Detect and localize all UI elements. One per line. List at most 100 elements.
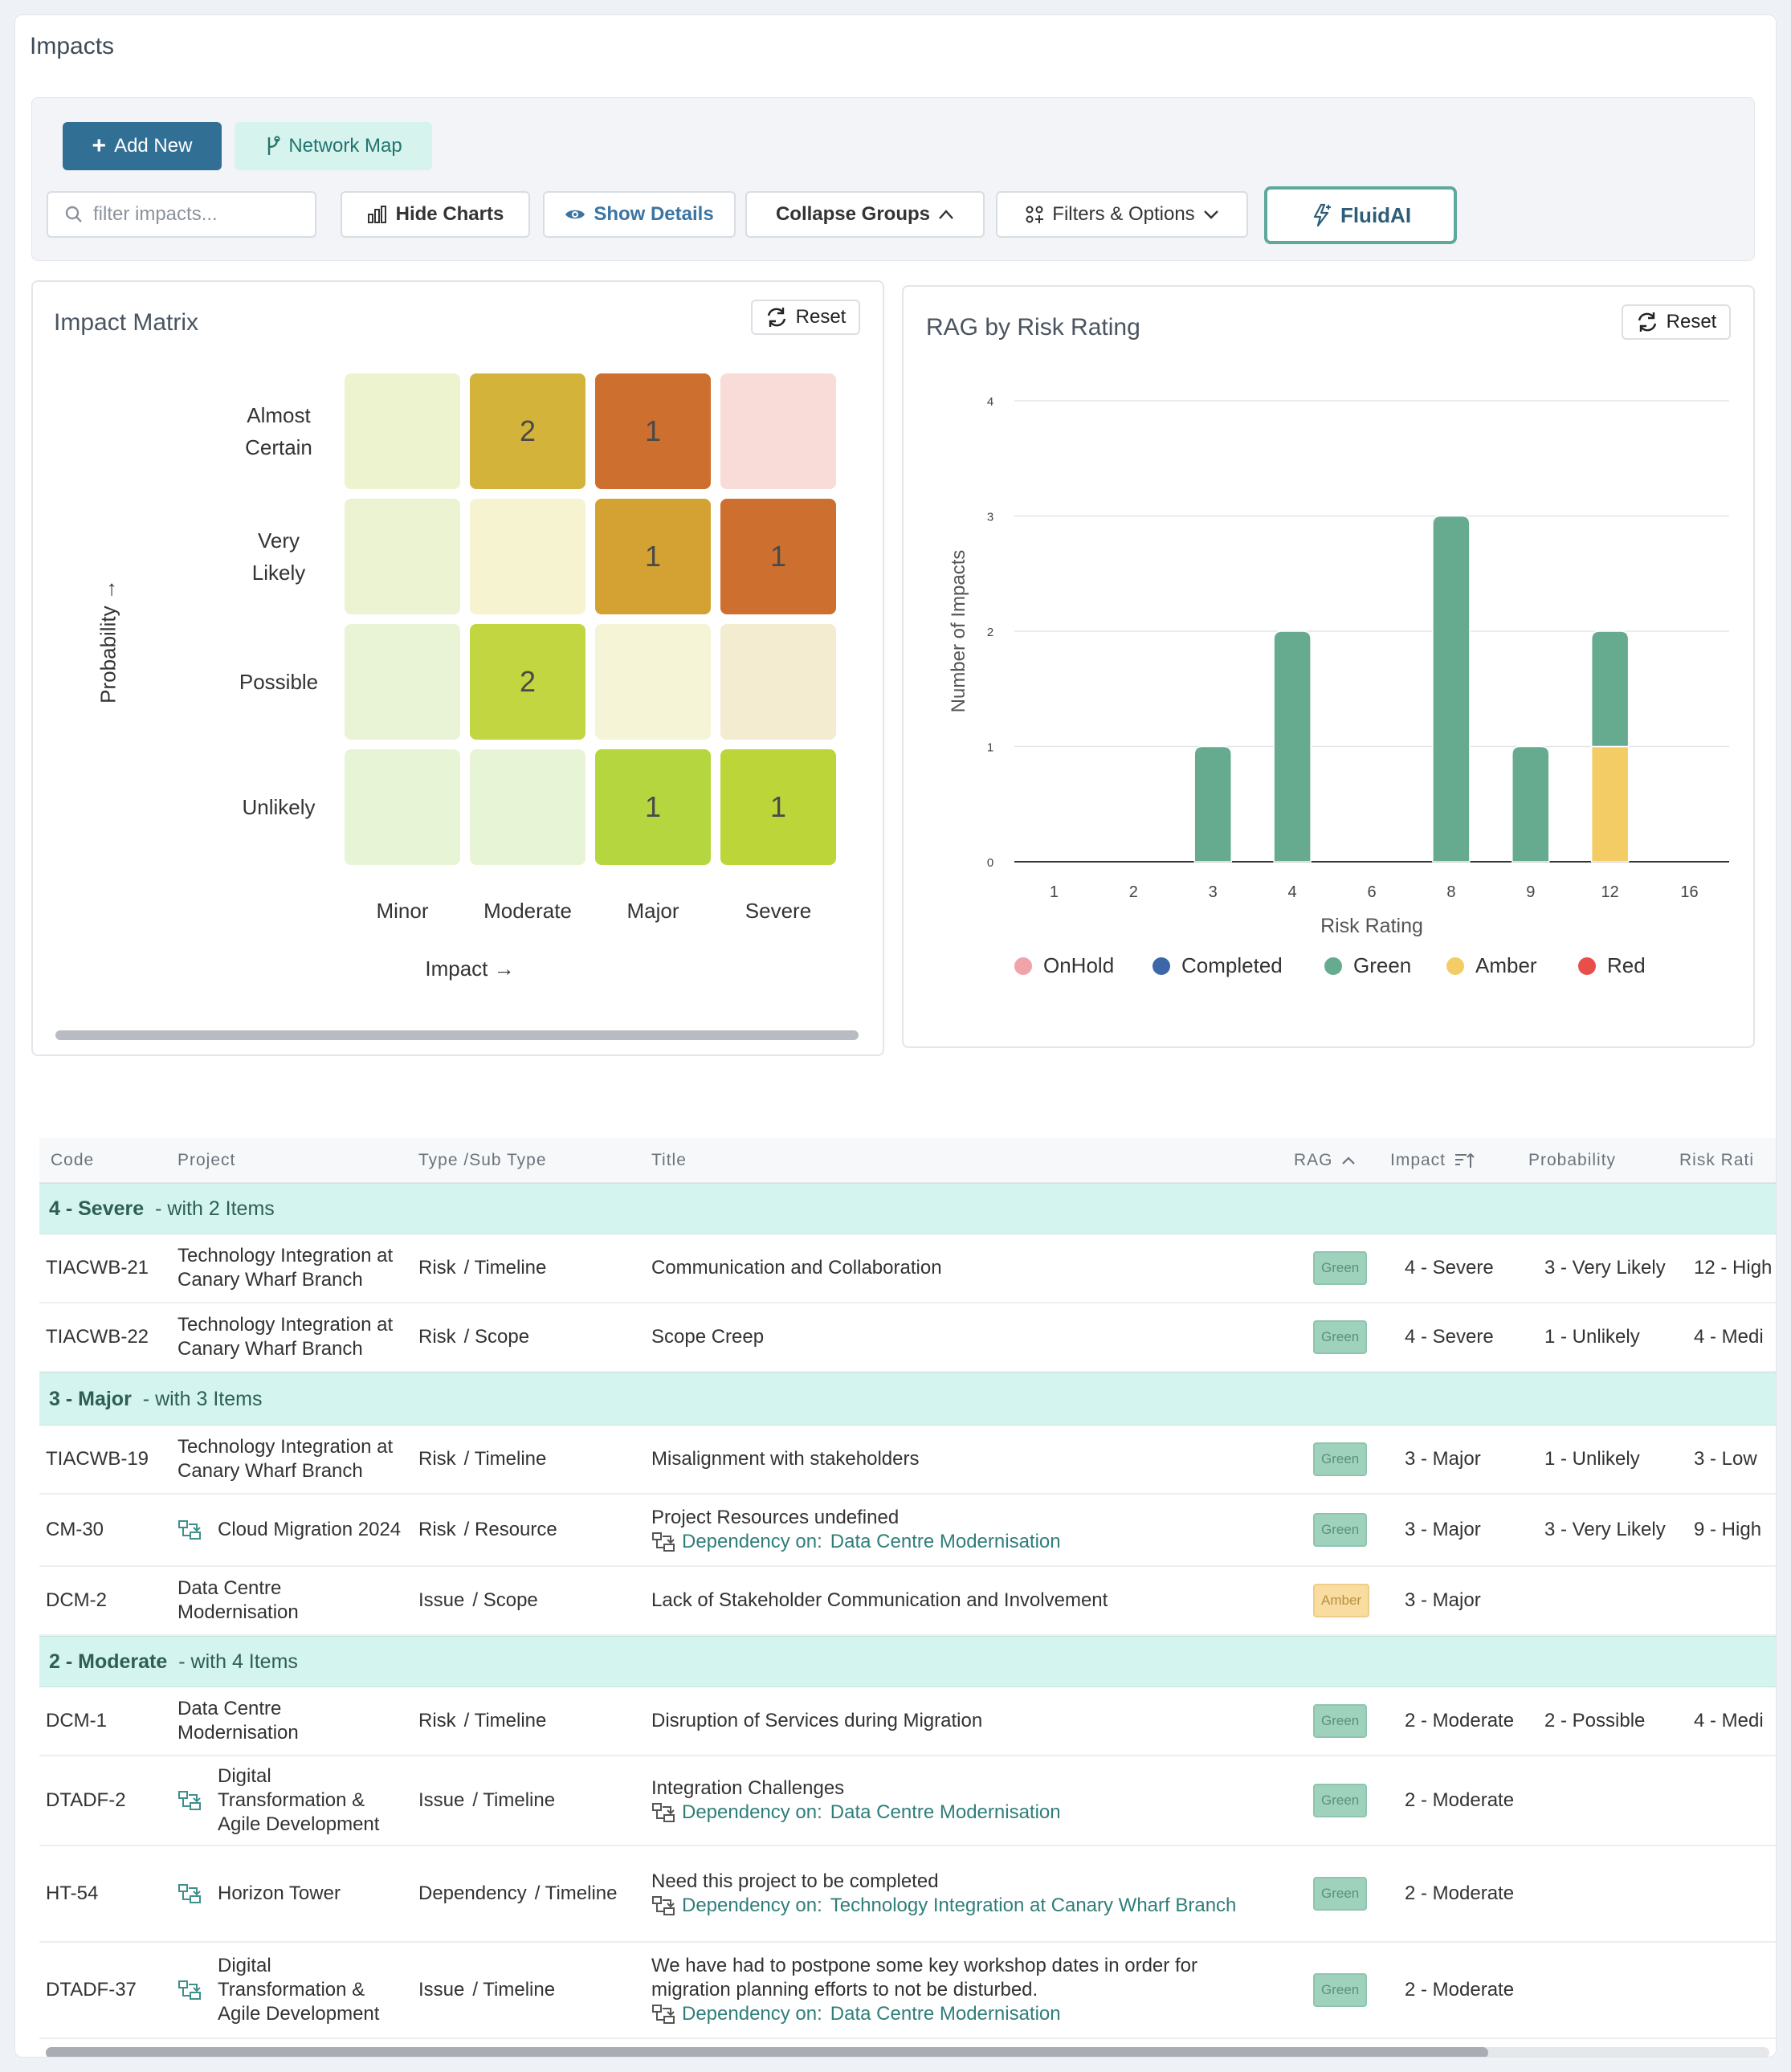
matrix-cell[interactable] <box>470 749 585 865</box>
table-row[interactable]: HT-54 Horizon Tower Dependency / Timeline Ne… <box>39 1846 1776 1943</box>
table-row[interactable]: TIACWB-22 Technology Integration at Canar… <box>39 1303 1776 1372</box>
matrix-horizontal-scrollbar[interactable] <box>55 1030 859 1040</box>
matrix-cell[interactable] <box>720 624 836 740</box>
impact-cell: 4 - Severe <box>1405 1326 1494 1348</box>
impact-title: Communication and Collaboration <box>651 1257 942 1279</box>
matrix-cell[interactable] <box>345 749 460 865</box>
collapse-groups-button[interactable]: Collapse Groups <box>745 191 985 238</box>
dependency-link[interactable]: Dependency on: Data Centre Modernisation <box>651 1530 1061 1554</box>
x-tick-label: 6 <box>1367 883 1376 901</box>
code-cell[interactable]: TIACWB-19 <box>46 1448 149 1470</box>
code-cell[interactable]: CM-30 <box>46 1519 104 1540</box>
matrix-cell[interactable] <box>720 373 836 489</box>
table-row[interactable]: DTADF-37 Digital Transformation & Agile D… <box>39 1943 1776 2039</box>
title-cell[interactable]: Disruption of Services during Migration <box>651 1687 1278 1755</box>
matrix-cell[interactable]: 2 <box>470 373 585 489</box>
network-map-button[interactable]: Network Map <box>235 122 432 170</box>
collapse-groups-label: Collapse Groups <box>775 203 931 225</box>
col-header-code[interactable]: Code <box>51 1151 95 1169</box>
matrix-cell[interactable] <box>345 624 460 740</box>
project-cell[interactable]: Digital Transformation & Agile Developme… <box>177 1943 410 2037</box>
table-scrollbar-thumb[interactable] <box>46 2047 1488 2057</box>
hide-charts-button[interactable]: Hide Charts <box>341 191 530 238</box>
linked-project-icon <box>177 1790 202 1811</box>
project-name: Technology Integration at Canary Wharf B… <box>177 1436 394 1482</box>
matrix-reset-button[interactable]: Reset <box>751 300 860 335</box>
table-row[interactable]: DTADF-2 Digital Transformation & Agile De… <box>39 1756 1776 1846</box>
project-cell[interactable]: Data Centre Modernisation <box>177 1567 410 1634</box>
group-header[interactable]: 2 - Moderate - with 4 Items <box>39 1636 1776 1687</box>
chart-reset-button[interactable]: Reset <box>1622 304 1731 340</box>
project-cell[interactable]: Horizon Tower <box>177 1846 410 1941</box>
code-cell[interactable]: DTADF-37 <box>46 1979 137 2001</box>
table-row[interactable]: CM-30 Cloud Migration 2024 Risk / Resource P… <box>39 1495 1776 1567</box>
matrix-cell[interactable] <box>470 499 585 614</box>
project-cell[interactable]: Cloud Migration 2024 <box>177 1495 410 1565</box>
x-tick-label: 16 <box>1680 883 1698 901</box>
table-row[interactable]: TIACWB-19 Technology Integration at Canar… <box>39 1426 1776 1495</box>
dependency-link[interactable]: Dependency on: Data Centre Modernisation <box>651 2002 1061 2026</box>
add-new-button[interactable]: + Add New <box>63 122 222 170</box>
code-cell[interactable]: TIACWB-21 <box>46 1257 149 1279</box>
title-cell[interactable]: Project Resources undefined Dependency on… <box>651 1495 1278 1565</box>
project-cell[interactable]: Technology Integration at Canary Wharf B… <box>177 1234 410 1302</box>
table-row[interactable]: DCM-1 Data Centre Modernisation Risk / Time… <box>39 1687 1776 1756</box>
matrix-cell[interactable]: 1 <box>720 749 836 865</box>
x-tick-label: 12 <box>1601 883 1619 901</box>
chevron-up-icon <box>939 210 953 219</box>
dependency-link[interactable]: Dependency on: Technology Integration at … <box>651 1894 1236 1918</box>
legend-item-green[interactable]: Green <box>1324 953 1411 978</box>
legend-label: Completed <box>1181 953 1283 977</box>
title-cell[interactable]: Communication and Collaboration <box>651 1234 1278 1302</box>
title-cell[interactable]: Scope Creep <box>651 1303 1278 1371</box>
legend-item-red[interactable]: Red <box>1578 953 1646 978</box>
group-header[interactable]: 3 - Major - with 3 Items <box>39 1372 1776 1426</box>
network-map-label: Network Map <box>288 135 402 157</box>
filters-options-button[interactable]: Filters & Options <box>996 191 1248 238</box>
table-row[interactable]: DCM-2 Data Centre Modernisation Issue / Sco… <box>39 1567 1776 1636</box>
code-cell[interactable]: DTADF-2 <box>46 1789 126 1811</box>
group-header[interactable]: 4 - Severe - with 2 Items <box>39 1183 1776 1234</box>
fluidai-button[interactable]: FluidAI <box>1264 186 1457 244</box>
matrix-cell[interactable]: 1 <box>595 499 711 614</box>
code-cell[interactable]: DCM-2 <box>46 1589 107 1611</box>
legend-item-completed[interactable]: Completed <box>1153 953 1283 978</box>
risk-rating-cell <box>1694 1756 1776 1845</box>
project-cell[interactable]: Digital Transformation & Agile Developme… <box>177 1756 410 1845</box>
matrix-cell[interactable]: 2 <box>470 624 585 740</box>
title-cell[interactable]: Misalignment with stakeholders <box>651 1426 1278 1493</box>
legend-item-onhold[interactable]: OnHold <box>1014 953 1114 978</box>
table-header <box>39 1138 1776 1183</box>
matrix-cell[interactable]: 1 <box>720 499 836 614</box>
code-cell[interactable]: DCM-1 <box>46 1710 107 1731</box>
project-cell[interactable]: Technology Integration at Canary Wharf B… <box>177 1303 410 1371</box>
col-header-impact[interactable]: Impact <box>1390 1138 1475 1183</box>
legend-item-amber[interactable]: Amber <box>1446 953 1537 978</box>
matrix-column-label: Severe <box>745 899 812 923</box>
matrix-cell[interactable] <box>595 624 711 740</box>
col-header-risk-rating[interactable]: Risk Rati <box>1679 1151 1755 1169</box>
col-header-title[interactable]: Title <box>651 1151 687 1169</box>
col-header-type[interactable]: Type /Sub Type <box>418 1151 547 1169</box>
title-cell[interactable]: We have had to postpone some key worksho… <box>651 1943 1278 2037</box>
title-cell[interactable]: Integration Challenges Dependency on: Data… <box>651 1756 1278 1845</box>
toolbar: + Add New Network Map Hide Charts Show D… <box>31 97 1755 261</box>
code-cell[interactable]: HT-54 <box>46 1882 99 1904</box>
title-cell[interactable]: Need this project to be completed Depende… <box>651 1846 1278 1941</box>
matrix-cell[interactable]: 1 <box>595 749 711 865</box>
matrix-cell[interactable]: 1 <box>595 373 711 489</box>
matrix-cell[interactable] <box>345 373 460 489</box>
col-header-probability[interactable]: Probability <box>1528 1151 1617 1169</box>
col-header-rag[interactable]: RAG <box>1294 1138 1356 1183</box>
filter-impacts-input[interactable] <box>93 203 302 226</box>
title-cell[interactable]: Lack of Stakeholder Communication and In… <box>651 1567 1278 1634</box>
col-header-project[interactable]: Project <box>177 1151 236 1169</box>
dependency-link[interactable]: Dependency on: Data Centre Modernisation <box>651 1801 1061 1825</box>
code-cell[interactable]: TIACWB-22 <box>46 1326 149 1348</box>
project-name: Cloud Migration 2024 <box>218 1519 402 1540</box>
matrix-cell[interactable] <box>345 499 460 614</box>
project-cell[interactable]: Technology Integration at Canary Wharf B… <box>177 1426 410 1493</box>
table-row[interactable]: TIACWB-21 Technology Integration at Canar… <box>39 1234 1776 1303</box>
project-cell[interactable]: Data Centre Modernisation <box>177 1687 410 1755</box>
show-details-button[interactable]: Show Details <box>543 191 736 238</box>
